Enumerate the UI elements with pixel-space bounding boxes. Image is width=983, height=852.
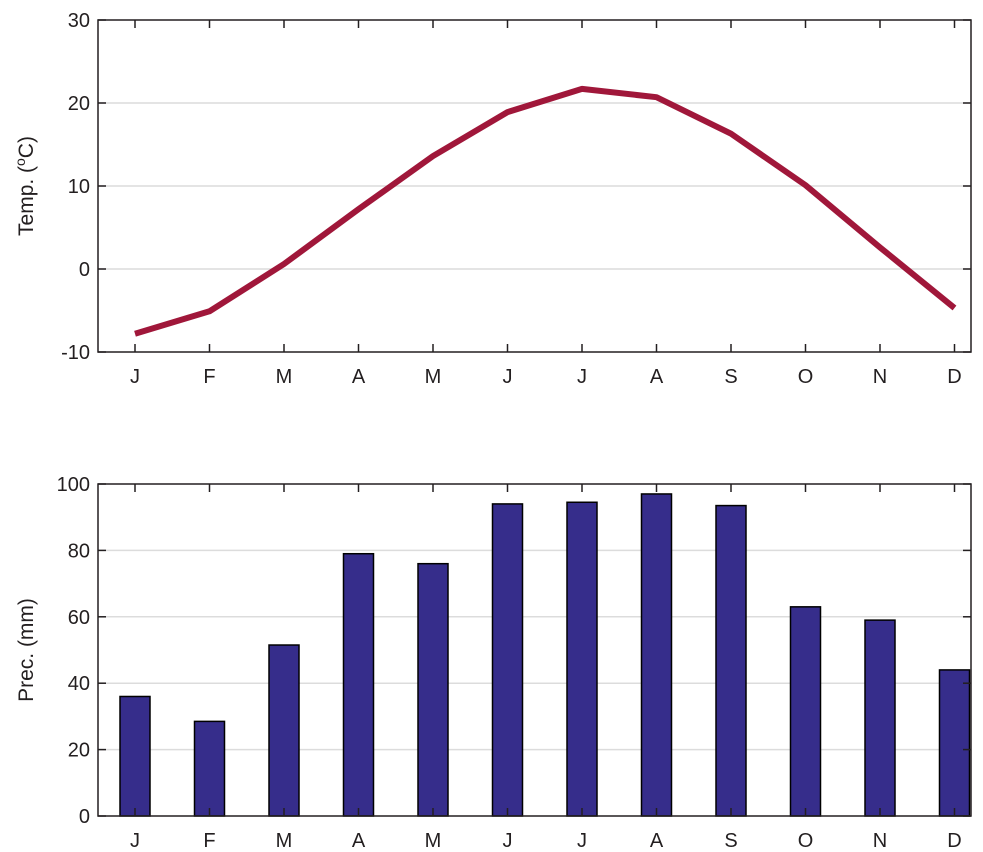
precipitation-y-tick-label: 60 — [68, 607, 90, 629]
temperature-x-tick-label: S — [724, 366, 737, 388]
precipitation-y-tick-label: 20 — [68, 740, 90, 762]
precipitation-y-axis-label: Prec. (mm) — [15, 598, 38, 702]
temperature-x-tick-label: F — [203, 366, 215, 388]
precipitation-chart: 0 20 40 60 80 100 J F M A M J J A S O N D Prec. (mm) — [15, 474, 972, 852]
precipitation-bar — [342, 552, 375, 817]
temperature-x-tick-label: D — [947, 366, 961, 388]
temperature-x-tick-label: O — [798, 366, 814, 388]
temperature-y-axis-label: Temp. (oC) — [12, 136, 38, 236]
precipitation-bar — [491, 503, 524, 817]
temperature-y-tick-label: 10 — [68, 176, 90, 198]
temperature-chart: -10 0 10 20 30 J F M A M J J A S O N D Temp. (oC) — [12, 10, 972, 388]
precipitation-bar — [417, 562, 449, 817]
precipitation-y-tick-label: 40 — [68, 673, 90, 695]
precipitation-plot-frame — [97, 483, 972, 817]
temperature-series-line — [134, 85, 957, 337]
temperature-y-tick-label: 0 — [79, 259, 90, 281]
precipitation-bar — [938, 669, 971, 817]
precipitation-gridlines — [98, 549, 971, 751]
precipitation-bar — [789, 606, 822, 817]
temperature-y-tick-label: 30 — [68, 10, 90, 32]
temperature-x-tick-label: J — [130, 366, 140, 388]
temperature-y-tick-labels: -10 0 10 20 30 — [61, 10, 90, 364]
precipitation-bar — [864, 619, 896, 817]
precipitation-x-tick-label: A — [352, 830, 366, 852]
precipitation-bar — [119, 695, 151, 817]
precipitation-bar — [640, 493, 673, 817]
precipitation-ticks — [98, 483, 971, 817]
precipitation-y-tick-labels: 0 20 40 60 80 100 — [57, 474, 90, 828]
temperature-y-tick-label: 20 — [68, 93, 90, 115]
precipitation-bars — [119, 493, 971, 817]
precipitation-x-tick-label: J — [577, 830, 587, 852]
temperature-x-tick-label: M — [425, 366, 442, 388]
precipitation-y-tick-label: 100 — [57, 474, 90, 496]
precipitation-y-tick-label: 0 — [79, 806, 90, 828]
temperature-gridlines — [98, 102, 971, 270]
temperature-x-tick-label: A — [352, 366, 366, 388]
precipitation-x-tick-label: J — [503, 830, 513, 852]
precipitation-x-tick-label: S — [724, 830, 737, 852]
precipitation-y-tick-label: 80 — [68, 540, 90, 562]
precipitation-x-tick-label: D — [947, 830, 961, 852]
precipitation-x-tick-label: A — [650, 830, 664, 852]
temperature-x-tick-label: J — [503, 366, 513, 388]
precipitation-x-tick-label: M — [276, 830, 293, 852]
temperature-x-tick-label: J — [577, 366, 587, 388]
temperature-x-tick-label: A — [650, 366, 664, 388]
precipitation-x-tick-label: F — [203, 830, 215, 852]
precipitation-x-tick-label: M — [425, 830, 442, 852]
temperature-ticks — [98, 19, 971, 353]
precipitation-bar — [268, 644, 300, 817]
precipitation-bar — [715, 504, 747, 817]
temperature-y-tick-label: -10 — [61, 342, 90, 364]
precipitation-x-tick-label: N — [873, 830, 887, 852]
temperature-x-tick-label: M — [276, 366, 293, 388]
precipitation-x-tick-label: O — [798, 830, 814, 852]
precipitation-bar — [566, 501, 598, 817]
temperature-x-tick-label: N — [873, 366, 887, 388]
precipitation-x-tick-label: J — [130, 830, 140, 852]
precipitation-bar — [193, 720, 226, 817]
